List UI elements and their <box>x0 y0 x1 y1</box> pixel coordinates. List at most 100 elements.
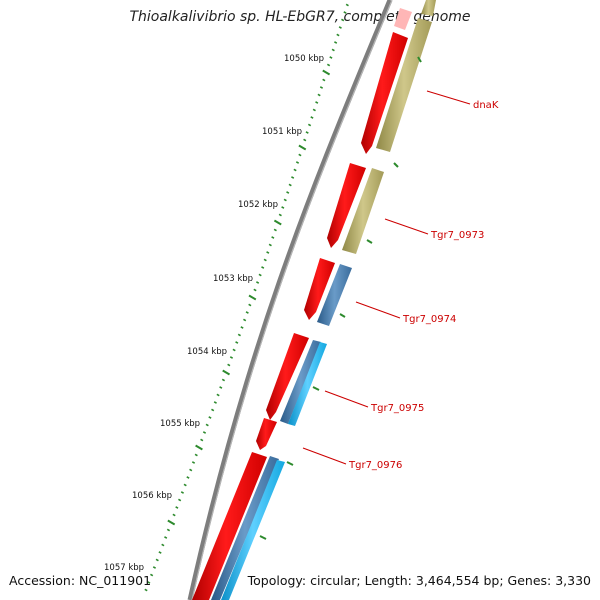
scale-minor-tick <box>164 536 168 539</box>
scale-minor-tick <box>322 78 326 82</box>
scale-minor-tick <box>202 431 207 434</box>
scale-minor-tick <box>281 206 285 209</box>
scale-minor-tick <box>288 183 292 187</box>
scale-minor-tick <box>178 498 182 502</box>
scale-minor-tick <box>189 468 193 472</box>
scale-minor-tick <box>298 153 302 157</box>
scale-minor-tick <box>283 198 287 202</box>
scale-minor-tick <box>166 528 171 532</box>
scale-minor-tick <box>278 213 282 217</box>
scale-minor-tick <box>229 356 234 359</box>
scale-minor-tick <box>307 123 312 127</box>
scale-minor-tick <box>253 288 257 292</box>
gene-labels: dnaK Tgr7_0973 Tgr7_0974 Tgr7_0975 Tgr7_… <box>348 100 499 471</box>
scale-minor-tick <box>240 326 244 329</box>
scale-labels: 1050 kbp 1051 kbp 1052 kbp 1053 kbp 1054… <box>104 54 324 573</box>
cds-feature <box>304 258 335 320</box>
scale-minor-tick <box>175 506 179 509</box>
cds-feature <box>361 32 408 154</box>
scale-minor-tick <box>263 258 267 262</box>
scale-label: 1051 kbp <box>262 127 302 137</box>
cyan-feature <box>288 342 327 426</box>
scale-minor-tick <box>227 363 231 367</box>
scale-major-tick <box>322 69 331 76</box>
scale-minor-tick <box>155 558 159 562</box>
scale-minor-tick <box>305 131 309 134</box>
scale-minor-tick <box>261 266 265 269</box>
scale-label: 1057 kbp <box>104 563 144 573</box>
cds-feature <box>266 333 309 420</box>
scale-label: 1053 kbp <box>213 274 253 284</box>
scale-minor-tick <box>255 281 260 284</box>
scale-minor-tick <box>268 243 272 247</box>
scale-minor-tick <box>286 191 290 194</box>
scale-minor-tick <box>331 48 335 52</box>
scale-major-tick <box>222 369 231 376</box>
scale-minor-tick <box>326 63 331 67</box>
gene-label-tgr7-0976: Tgr7_0976 <box>348 460 402 471</box>
scale-minor-tick <box>161 543 165 547</box>
feature-track-red <box>192 8 412 600</box>
scale-minor-tick <box>312 108 316 112</box>
scale-major-tick <box>167 519 176 526</box>
scale-minor-tick <box>144 588 148 592</box>
scale-minor-tick <box>191 461 196 464</box>
scale-minor-tick <box>336 33 340 37</box>
scale-major-tick <box>273 219 282 226</box>
steel-feature <box>317 264 352 326</box>
scale-minor-tick <box>343 11 347 14</box>
scale-minor-tick <box>317 93 321 97</box>
scale-major-tick <box>195 444 203 451</box>
scale-minor-tick <box>291 176 295 179</box>
scale-ring <box>144 3 349 592</box>
gene-label-tgr7-0975: Tgr7_0975 <box>370 403 424 414</box>
gene-label-tgr7-0974: Tgr7_0974 <box>402 314 456 325</box>
olive-feature <box>421 0 436 16</box>
scale-minor-tick <box>235 341 239 344</box>
scale-label: 1055 kbp <box>160 419 200 429</box>
cds-feature-light <box>394 8 412 30</box>
topology-text: Topology: circular; Length: 3,464,554 bp… <box>247 573 591 588</box>
cds-feature <box>192 452 267 600</box>
feature-track-olive <box>342 0 436 254</box>
scale-minor-tick <box>310 116 314 119</box>
genome-backbone <box>187 0 393 600</box>
scale-minor-tick <box>273 228 277 232</box>
genome-backbone-highlight <box>191 0 393 600</box>
scale-minor-tick <box>338 26 342 29</box>
scale-minor-tick <box>243 318 247 322</box>
scale-minor-tick <box>329 56 333 59</box>
scale-minor-tick <box>295 161 300 164</box>
gene-callouts <box>302 90 471 465</box>
scale-minor-tick <box>219 386 223 389</box>
scale-minor-tick <box>211 408 215 412</box>
scale-minor-tick <box>334 41 338 44</box>
steel-feature <box>211 456 279 600</box>
scale-label: 1054 kbp <box>187 347 227 357</box>
scale-minor-tick <box>205 423 209 427</box>
scale-minor-tick <box>208 416 212 419</box>
scale-minor-tick <box>180 491 185 494</box>
scale-minor-tick <box>183 483 187 487</box>
cds-feature <box>256 418 277 450</box>
gene-label-dnak: dnaK <box>473 100 499 111</box>
scale-minor-tick <box>216 393 220 397</box>
steel-feature <box>280 340 321 424</box>
gene-label-tgr7-0973: Tgr7_0973 <box>430 230 484 241</box>
scale-minor-tick <box>345 3 349 7</box>
scale-minor-tick <box>150 573 154 577</box>
cds-feature <box>327 163 366 248</box>
scale-minor-tick <box>221 378 226 382</box>
feature-track-steel <box>211 264 352 600</box>
feature-ticks <box>259 56 422 540</box>
scale-minor-tick <box>213 401 217 404</box>
scale-label: 1052 kbp <box>238 200 278 210</box>
scale-minor-tick <box>152 566 157 569</box>
scale-minor-tick <box>245 311 249 314</box>
olive-feature <box>376 18 432 152</box>
scale-minor-tick <box>158 551 162 554</box>
scale-minor-tick <box>258 273 262 277</box>
scale-minor-tick <box>293 168 297 172</box>
scale-minor-tick <box>232 348 236 352</box>
